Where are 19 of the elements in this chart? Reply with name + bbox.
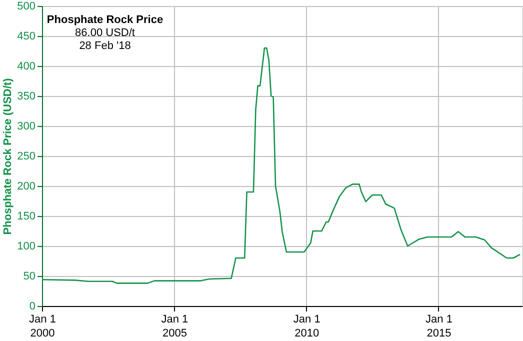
x-tick-label: Jan 1 2005 (161, 314, 188, 340)
y-tick-label: 350 (17, 90, 36, 102)
x-tick-label: Jan 1 2010 (293, 314, 320, 340)
y-tick-label: 50 (23, 270, 36, 282)
y-tick-label: 0 (29, 300, 36, 312)
annotation: 86.00 USD/t (75, 27, 135, 39)
y-tick-label: 300 (17, 120, 36, 132)
y-axis-title: Phosphate Rock Price (USD/t) (2, 78, 14, 235)
y-tick-label: 250 (17, 150, 36, 162)
text: Phosphate Rock Price (46, 14, 164, 26)
y-tick-label: 400 (17, 60, 36, 72)
y-tick-label: 200 (17, 180, 36, 192)
x-tick-label: Jan 1 2015 (426, 314, 452, 340)
y-tick-label: 150 (17, 210, 36, 222)
annotation: 28 Feb '18 (79, 40, 131, 52)
y-tick-label: 100 (17, 240, 36, 252)
x-tick-label: Jan 1 2000 (29, 314, 56, 340)
y-tick-label: 500 (17, 0, 36, 12)
y-tick-label: 450 (17, 30, 36, 42)
